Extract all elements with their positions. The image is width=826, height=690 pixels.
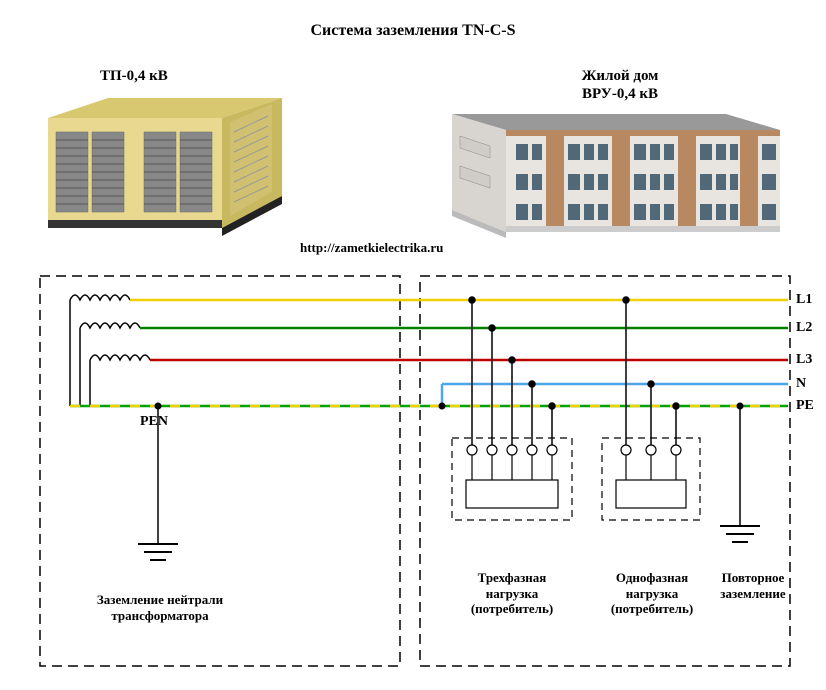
ground-right-label: Повторное заземление	[708, 570, 798, 601]
label-pen: PEN	[140, 414, 168, 430]
load3-line3: (потребитель)	[450, 601, 574, 617]
label-l1: L1	[796, 292, 812, 308]
label-l3: L3	[796, 352, 812, 368]
label-l2: L2	[796, 320, 812, 336]
load1-line2: нагрузка	[590, 586, 714, 602]
load1-line1: Однофазная	[590, 570, 714, 586]
load1-line3: (потребитель)	[590, 601, 714, 617]
load3-line1: Трехфазная	[450, 570, 574, 586]
label-pe: PE	[796, 398, 814, 414]
load3-line2: нагрузка	[450, 586, 574, 602]
ground-left-label: Заземление нейтрали трансформатора	[70, 592, 250, 623]
label-n: N	[796, 376, 806, 392]
